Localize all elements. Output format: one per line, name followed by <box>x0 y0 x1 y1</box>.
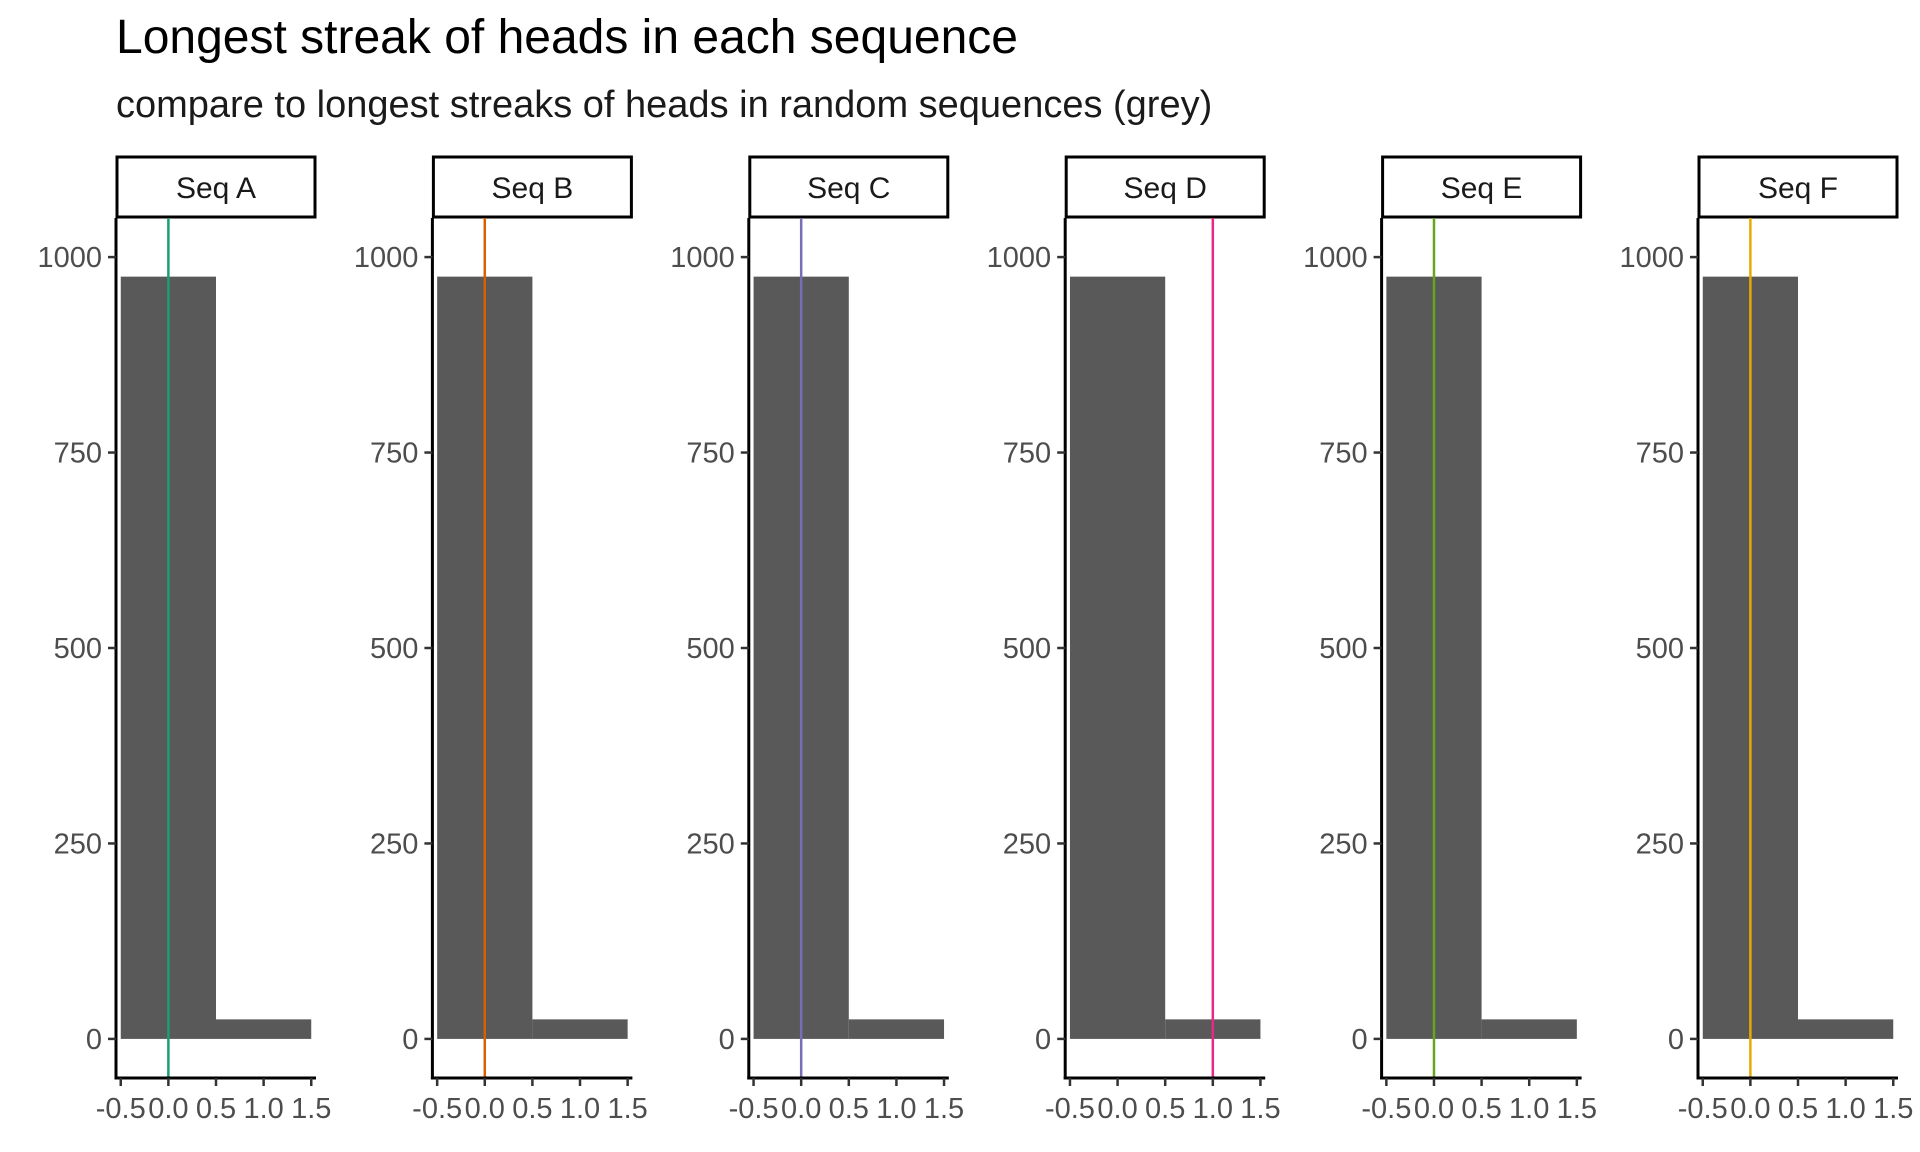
x-tick-label: 0.5 <box>1461 1093 1501 1125</box>
y-tick-label: 500 <box>1003 633 1051 665</box>
histogram-bar <box>1069 276 1166 1039</box>
facet-panel-seq-e: Seq E 0 250 500 750 1000 -0.5 0.0 0.5 1.0 1.5 <box>1303 155 1597 1125</box>
x-tick-label: 0.5 <box>196 1093 236 1125</box>
facet-strip-label: Seq A <box>176 172 256 205</box>
x-tick-label: 1.5 <box>607 1093 647 1125</box>
facet-strip <box>431 155 633 219</box>
facet-strip <box>1064 155 1266 219</box>
facet-strip-label: Seq D <box>1124 172 1207 205</box>
y-tick-label: 0 <box>1668 1024 1684 1056</box>
y-tick-label: 0 <box>1351 1024 1367 1056</box>
x-tick-label: 1.0 <box>1509 1093 1549 1125</box>
facet-strip <box>115 155 317 219</box>
y-tick-label: 500 <box>1636 633 1684 665</box>
y-tick-label: 1000 <box>987 242 1052 274</box>
y-tick-label: 1000 <box>354 242 419 274</box>
x-tick-label: -0.5 <box>729 1093 779 1125</box>
facet-strip-label: Seq F <box>1758 172 1838 205</box>
facet-strip-label: Seq C <box>807 172 890 205</box>
x-tick-label: 1.5 <box>1240 1093 1280 1125</box>
y-tick-label: 1000 <box>670 242 735 274</box>
x-tick-label: 0.0 <box>1730 1093 1770 1125</box>
x-tick-label: -0.5 <box>1361 1093 1411 1125</box>
x-tick-label: 0.5 <box>512 1093 552 1125</box>
facet-strip-label: Seq B <box>492 172 574 205</box>
x-tick-label: 0.5 <box>1778 1093 1818 1125</box>
facet-strip <box>1381 155 1583 219</box>
histogram-bar <box>1481 1019 1577 1039</box>
x-tick-label: 0.0 <box>1414 1093 1454 1125</box>
facet-panel-seq-c: Seq C 0 250 500 750 1000 -0.5 0.0 0.5 1.0 1.5 <box>670 155 964 1125</box>
x-tick-label: 1.0 <box>1193 1093 1233 1125</box>
facet-strip <box>1697 155 1899 219</box>
y-tick-label: 0 <box>402 1024 418 1056</box>
y-tick-label: 250 <box>54 828 102 860</box>
x-tick-label: 1.0 <box>243 1093 283 1125</box>
x-tick-label: 1.5 <box>1873 1093 1913 1125</box>
x-tick-label: -0.5 <box>1045 1093 1095 1125</box>
x-tick-label: -0.5 <box>1678 1093 1728 1125</box>
x-tick-label: 1.0 <box>876 1093 916 1125</box>
x-tick-label: 0.0 <box>148 1093 188 1125</box>
y-tick-label: 750 <box>1636 438 1684 470</box>
y-tick-label: 750 <box>686 438 734 470</box>
x-tick-label: 1.5 <box>1557 1093 1597 1125</box>
facet-panel-seq-b: Seq B 0 250 500 750 1000 -0.5 0.0 0.5 1.0 1.5 <box>354 155 648 1125</box>
y-tick-label: 0 <box>86 1024 102 1056</box>
x-tick-label: 0.5 <box>829 1093 869 1125</box>
y-tick-label: 250 <box>1636 828 1684 860</box>
y-tick-label: 500 <box>686 633 734 665</box>
facet-panel-seq-f: Seq F 0 250 500 750 1000 -0.5 0.0 0.5 1.0 1.5 <box>1619 155 1913 1125</box>
y-tick-label: 250 <box>686 828 734 860</box>
y-tick-label: 0 <box>719 1024 735 1056</box>
x-tick-label: -0.5 <box>96 1093 146 1125</box>
y-tick-label: 1000 <box>1303 242 1368 274</box>
y-tick-label: 250 <box>1003 828 1051 860</box>
y-tick-label: 0 <box>1035 1024 1051 1056</box>
y-tick-label: 500 <box>54 633 102 665</box>
x-tick-label: 0.0 <box>465 1093 505 1125</box>
histogram-bar <box>848 1019 945 1039</box>
y-tick-label: 1000 <box>37 242 102 274</box>
y-tick-label: 500 <box>1319 633 1367 665</box>
histogram-bar <box>216 1019 312 1039</box>
histogram-bar <box>532 1019 628 1039</box>
y-tick-label: 750 <box>370 438 418 470</box>
x-tick-label: 1.5 <box>291 1093 331 1125</box>
facet-panel-seq-a: Seq A 0 250 500 750 1000 -0.5 0.0 0.5 1.0 1.5 <box>37 155 331 1125</box>
x-tick-label: 1.0 <box>560 1093 600 1125</box>
y-tick-label: 250 <box>370 828 418 860</box>
y-tick-label: 750 <box>1003 438 1051 470</box>
x-tick-label: 0.5 <box>1145 1093 1185 1125</box>
chart-subtitle: compare to longest streaks of heads in r… <box>116 84 1213 126</box>
y-tick-label: 500 <box>370 633 418 665</box>
x-tick-label: 1.5 <box>924 1093 964 1125</box>
histogram-bar <box>1798 1019 1894 1039</box>
y-tick-label: 1000 <box>1619 242 1684 274</box>
x-tick-label: 1.0 <box>1825 1093 1865 1125</box>
facet-panel-seq-d: Seq D 0 250 500 750 1000 -0.5 0.0 0.5 1.0 1.5 <box>987 155 1281 1125</box>
y-tick-label: 250 <box>1319 828 1367 860</box>
facet-strip <box>748 155 950 219</box>
facet-strip-label: Seq E <box>1441 172 1523 205</box>
chart-title: Longest streak of heads in each sequence <box>116 11 1018 64</box>
y-tick-label: 750 <box>1319 438 1367 470</box>
x-tick-label: 0.0 <box>781 1093 821 1125</box>
x-tick-label: 0.0 <box>1097 1093 1137 1125</box>
y-tick-label: 750 <box>54 438 102 470</box>
x-tick-label: -0.5 <box>412 1093 462 1125</box>
